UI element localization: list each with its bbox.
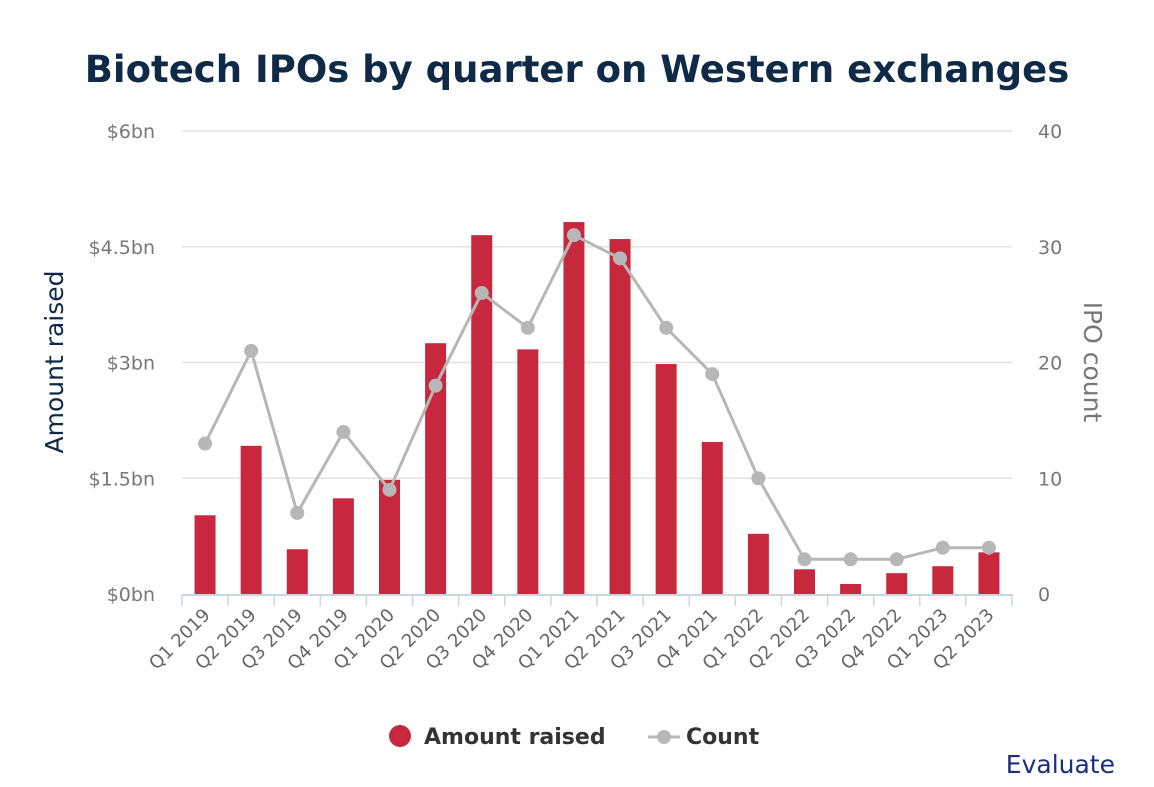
legend-amount-marker (389, 725, 411, 747)
bar (286, 549, 308, 594)
count-line (203, 233, 989, 561)
chart-title: Biotech IPOs by quarter on Western excha… (84, 48, 1070, 91)
bar (517, 349, 539, 594)
bar (563, 222, 585, 594)
y-tick-label: $6bn (107, 121, 155, 143)
legend-count-marker (657, 730, 671, 744)
bar (840, 583, 862, 594)
count-point (244, 343, 259, 358)
bar (701, 441, 723, 594)
count-point (705, 367, 720, 382)
count-point (843, 552, 858, 567)
count-point (520, 320, 535, 335)
count-point (336, 424, 351, 439)
y-tick-label: $0bn (107, 584, 155, 606)
y2-tick-label: 0 (1038, 584, 1050, 606)
brand-logo-text: Evaluate (1005, 750, 1115, 779)
count-point (889, 552, 904, 567)
bar (794, 569, 815, 594)
y-tick-label: $3bn (107, 353, 155, 375)
count-point (981, 540, 996, 555)
count-point (613, 251, 628, 266)
count-point (198, 436, 213, 451)
count-point (751, 471, 766, 486)
bar (932, 566, 954, 594)
y-tick-label: $4.5bn (89, 237, 155, 259)
bar (379, 479, 400, 594)
count-point (659, 320, 674, 335)
bar (886, 573, 908, 594)
bar (978, 552, 1000, 594)
count-point (474, 286, 489, 301)
bar (655, 364, 677, 594)
count-point (566, 228, 581, 243)
count-point (290, 505, 305, 520)
bar (425, 343, 447, 594)
bar (609, 239, 631, 595)
y2-tick-label: 10 (1038, 468, 1062, 490)
count-point (428, 378, 443, 393)
count-point (935, 540, 950, 555)
count-point (382, 482, 397, 497)
y2-tick-label: 20 (1038, 353, 1062, 375)
y-tick-label: $1.5bn (89, 468, 155, 490)
count-point (797, 552, 812, 567)
y2-tick-label: 40 (1038, 121, 1062, 143)
bar (471, 235, 493, 595)
bar (194, 515, 216, 594)
y2-axis-label: IPO count (1078, 302, 1107, 423)
legend-count-label: Count (686, 725, 760, 750)
y2-tick-label: 30 (1038, 237, 1062, 259)
bar (240, 445, 262, 594)
bar (332, 498, 354, 594)
legend-amount-label: Amount raised (424, 725, 606, 750)
y-axis-label: Amount raised (40, 270, 69, 453)
bar (747, 533, 769, 594)
